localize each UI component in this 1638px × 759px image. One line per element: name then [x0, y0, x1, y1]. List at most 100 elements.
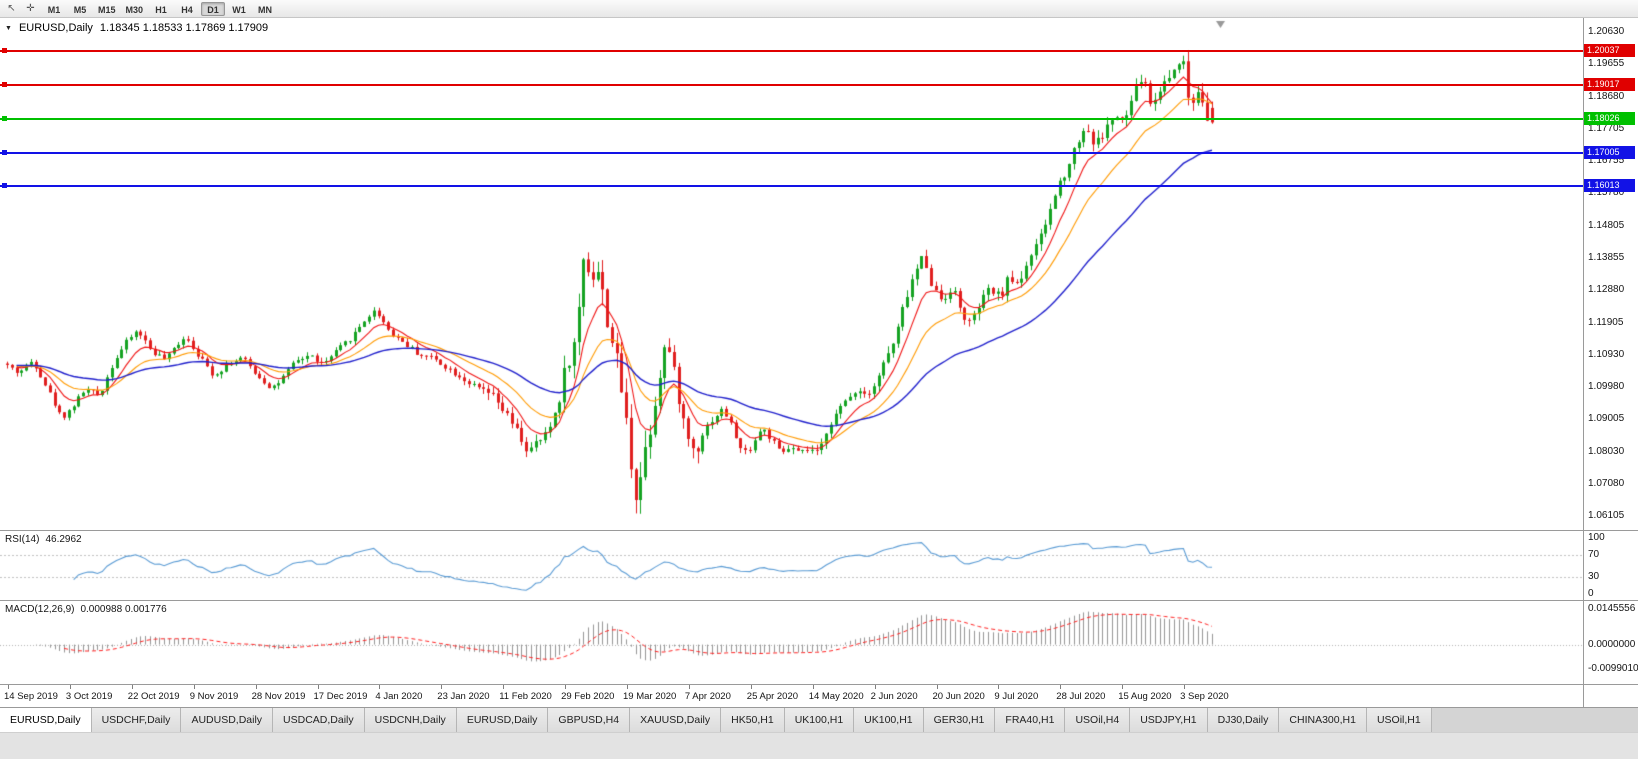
- price-axis-label: 1.16755: [1588, 154, 1625, 166]
- date-tick: [317, 685, 319, 689]
- date-label: 15 Aug 2020: [1118, 691, 1172, 702]
- date-tick: [1122, 685, 1124, 689]
- timeframe-bar: M1 M5 M15 M30 H1 H4 D1 W1 MN: [41, 1, 278, 16]
- macd-canvas[interactable]: [0, 601, 1583, 685]
- timeframe-button-m30[interactable]: M30: [125, 4, 144, 15]
- date-label: 2 Jun 2020: [870, 691, 918, 702]
- date-label: 14 Sep 2019: [4, 691, 58, 702]
- timeframe-button-h1[interactable]: H1: [155, 4, 167, 15]
- price-axis-label: 1.20630: [1588, 25, 1625, 37]
- chart-tab-dj30-daily[interactable]: DJ30,Daily: [1207, 708, 1280, 732]
- date-tick: [1060, 685, 1062, 689]
- date-label: 11 Feb 2020: [499, 691, 552, 702]
- timeframe-button-d1[interactable]: D1: [201, 1, 226, 16]
- timeframe-button-w1[interactable]: W1: [232, 4, 246, 15]
- date-tick: [812, 685, 814, 689]
- price-axis-label: 1.15780: [1588, 187, 1625, 199]
- main-chart-canvas[interactable]: [0, 18, 1583, 531]
- chart-tab-eurusd-daily[interactable]: EURUSD,Daily: [0, 708, 92, 732]
- price-badge: 1.17005: [1584, 146, 1635, 159]
- price-axis-label: 1.11905: [1588, 316, 1624, 328]
- price-line-1.19017[interactable]: [0, 84, 1583, 86]
- price-badge: 1.16013: [1584, 179, 1635, 192]
- date-tick: [1184, 685, 1186, 689]
- chart-tab-fra40-h1[interactable]: FRA40,H1: [995, 708, 1066, 732]
- rsi-panel: RSI(14) 46.2962 100 70 30 0: [0, 531, 1638, 601]
- crosshair-icon[interactable]: ✛: [26, 3, 35, 14]
- price-line-1.16013[interactable]: [0, 185, 1583, 187]
- chart-tab-eurusd-daily[interactable]: EURUSD,Daily: [456, 708, 549, 732]
- rsi-axis-label: 70: [1588, 548, 1600, 560]
- line-marker-icon: [2, 183, 7, 188]
- timeframe-button-m1[interactable]: M1: [47, 4, 61, 15]
- date-tick: [998, 685, 1000, 689]
- date-tick: [503, 685, 505, 689]
- chart-tab-uk100-h1[interactable]: UK100,H1: [854, 708, 924, 732]
- price-axis-label: 1.07080: [1588, 477, 1625, 489]
- date-label: 17 Dec 2019: [313, 691, 368, 702]
- price-axis-label: 1.08030: [1588, 445, 1625, 457]
- date-axis[interactable]: 14 Sep 2019 3 Oct 2019 22 Oct 2019 9 Nov 20…: [0, 685, 1638, 707]
- chart-tab-usdchf-daily[interactable]: USDCHF,Daily: [91, 708, 182, 732]
- date-label: 25 Apr 2020: [746, 691, 799, 702]
- chart-tab-ger30-h1[interactable]: GER30,H1: [923, 708, 996, 732]
- price-badge: 1.20037: [1584, 44, 1635, 57]
- price-axis-label: 1.14805: [1588, 219, 1625, 231]
- status-bar: [0, 732, 1638, 759]
- chart-title: ▼ EURUSD,Daily 1.18345 1.18533 1.17869 1…: [5, 22, 268, 34]
- price-axis-label: 1.10930: [1588, 349, 1625, 361]
- chart-tab-usdcnh-daily[interactable]: USDCNH,Daily: [364, 708, 457, 732]
- price-axis-separator: [1583, 18, 1584, 707]
- chart-tab-xauusd-daily[interactable]: XAUUSD,Daily: [630, 708, 722, 732]
- timeframe-button-h4[interactable]: H4: [181, 4, 193, 15]
- timeframe-button-mn[interactable]: MN: [258, 4, 273, 15]
- price-line-1.20037[interactable]: [0, 50, 1583, 52]
- price-axis-label: 1.12880: [1588, 284, 1625, 296]
- chart-tab-hk50-h1[interactable]: HK50,H1: [721, 708, 785, 732]
- date-tick: [441, 685, 443, 689]
- price-axis-label: 1.06105: [1588, 510, 1625, 522]
- timeframe-button-m15[interactable]: M15: [98, 4, 116, 15]
- price-line-1.17005[interactable]: [0, 152, 1583, 154]
- price-line-1.18026[interactable]: [0, 118, 1583, 120]
- rsi-indicator-value: 46.2962: [45, 534, 82, 545]
- chart-tab-usoil-h4[interactable]: USOil,H4: [1065, 708, 1131, 732]
- price-axis-label: 1.09980: [1588, 380, 1625, 392]
- ohlc-dropdown-icon[interactable]: ▼: [5, 24, 12, 32]
- date-label: 14 May 2020: [808, 691, 864, 702]
- timeframe-button-m5[interactable]: M5: [73, 4, 87, 15]
- macd-axis-label: 0.0145556: [1588, 602, 1636, 614]
- macd-axis-label: -0.0099010: [1588, 663, 1638, 675]
- line-marker-icon: [2, 150, 7, 155]
- date-label: 28 Jul 2020: [1056, 691, 1106, 702]
- chart-tab-bar: EURUSD,Daily USDCHF,Daily AUDUSD,Daily USDC…: [0, 707, 1638, 732]
- line-marker-icon: [2, 82, 7, 87]
- date-tick: [69, 685, 71, 689]
- price-axis-label: 1.18680: [1588, 90, 1625, 102]
- timeframe-toolbar: ↖ ✛ M1 M5 M15 M30 H1 H4 D1 W1 MN: [0, 0, 1638, 18]
- line-marker-icon: [2, 48, 7, 53]
- price-badge: 1.19017: [1584, 78, 1635, 91]
- price-badge: 1.18026: [1584, 112, 1635, 125]
- chart-tab-gbpusd-h4[interactable]: GBPUSD,H4: [548, 708, 631, 732]
- date-tick: [379, 685, 381, 689]
- date-tick: [255, 685, 257, 689]
- chart-tab-uk100-h1[interactable]: UK100,H1: [784, 708, 855, 732]
- chart-tab-usdjpy-h1[interactable]: USDJPY,H1: [1130, 708, 1208, 732]
- date-label: 9 Jul 2020: [994, 691, 1039, 702]
- date-label: 29 Feb 2020: [561, 691, 615, 702]
- date-tick: [936, 685, 938, 689]
- cursor-icon[interactable]: ↖: [7, 3, 16, 14]
- rsi-axis-label: 30: [1588, 571, 1600, 583]
- chart-tab-china300-h1[interactable]: CHINA300,H1: [1279, 708, 1367, 732]
- chart-tab-usoil-h1[interactable]: USOil,H1: [1366, 708, 1432, 732]
- chart-tab-audusd-daily[interactable]: AUDUSD,Daily: [181, 708, 274, 732]
- date-label: 22 Oct 2019: [127, 691, 180, 702]
- price-axis-label: 1.09005: [1588, 413, 1625, 425]
- rsi-canvas[interactable]: [0, 531, 1583, 601]
- chart-tab-usdcad-daily[interactable]: USDCAD,Daily: [273, 708, 365, 732]
- macd-label-row: MACD(12,26,9) 0.000988 0.001776: [5, 604, 167, 615]
- date-label: 7 Apr 2020: [684, 691, 731, 702]
- price-axis-label: 1.17705: [1588, 123, 1625, 135]
